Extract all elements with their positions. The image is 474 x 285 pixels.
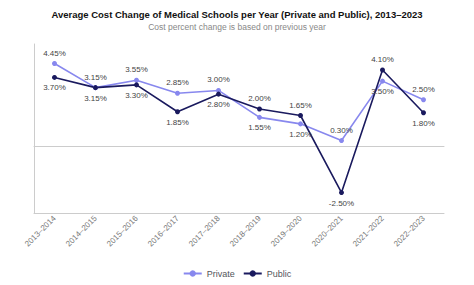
svg-text:2016–2017: 2016–2017 (146, 213, 181, 248)
svg-text:0.30%: 0.30% (330, 126, 353, 135)
svg-text:1.55%: 1.55% (248, 123, 271, 132)
svg-text:2.00%: 2.00% (248, 94, 271, 103)
svg-text:4.45%: 4.45% (43, 49, 66, 58)
svg-text:3.55%: 3.55% (125, 65, 148, 74)
svg-text:1.80%: 1.80% (412, 119, 435, 128)
svg-text:4.10%: 4.10% (371, 55, 394, 64)
svg-text:2017–2018: 2017–2018 (187, 213, 222, 248)
svg-text:3.15%: 3.15% (84, 73, 107, 82)
svg-text:1.85%: 1.85% (166, 118, 189, 127)
svg-text:2.85%: 2.85% (166, 78, 189, 87)
svg-text:2014–2015: 2014–2015 (64, 213, 99, 248)
svg-text:2.80%: 2.80% (207, 100, 230, 109)
svg-text:Private: Private (207, 269, 235, 279)
svg-text:2020–2021: 2020–2021 (310, 213, 345, 248)
svg-text:3.50%: 3.50% (371, 87, 394, 96)
svg-text:Average Cost Change of Medical: Average Cost Change of Medical Schools p… (51, 9, 422, 20)
svg-text:2021–2022: 2021–2022 (351, 213, 386, 248)
svg-text:Cost percent change is based o: Cost percent change is based on previous… (148, 22, 326, 32)
svg-text:2019–2020: 2019–2020 (269, 213, 304, 248)
svg-text:3.70%: 3.70% (43, 83, 66, 92)
svg-text:-2.50%: -2.50% (329, 199, 354, 208)
svg-text:2.50%: 2.50% (412, 85, 435, 94)
svg-text:3.30%: 3.30% (125, 91, 148, 100)
svg-text:2022–2023: 2022–2023 (392, 213, 427, 248)
svg-text:1.20%: 1.20% (289, 130, 312, 139)
svg-text:Public: Public (267, 269, 292, 279)
svg-text:2018–2019: 2018–2019 (228, 213, 263, 248)
svg-text:3.00%: 3.00% (207, 75, 230, 84)
svg-text:1.65%: 1.65% (289, 101, 312, 110)
svg-text:2013–2014: 2013–2014 (23, 213, 58, 248)
svg-text:3.15%: 3.15% (84, 94, 107, 103)
svg-text:2015–2016: 2015–2016 (105, 213, 140, 248)
